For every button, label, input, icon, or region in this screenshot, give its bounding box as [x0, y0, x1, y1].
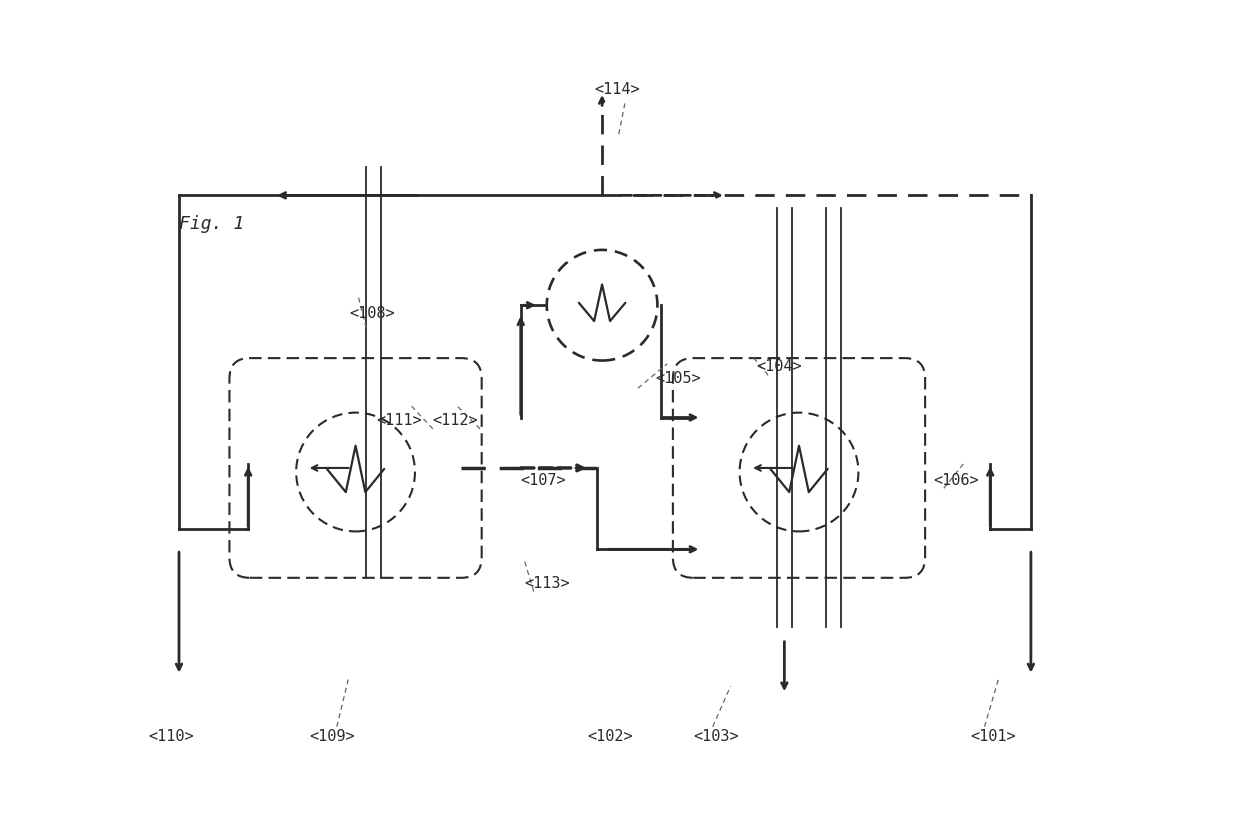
Text: <101>: <101>: [970, 729, 1016, 744]
Text: <106>: <106>: [934, 473, 978, 487]
Text: <111>: <111>: [376, 413, 422, 428]
Text: <102>: <102>: [588, 729, 634, 744]
Text: <105>: <105>: [655, 371, 701, 386]
Text: <113>: <113>: [525, 576, 569, 591]
Text: <114>: <114>: [594, 82, 640, 97]
Text: <107>: <107>: [521, 473, 567, 487]
Text: <109>: <109>: [309, 729, 355, 744]
Text: <110>: <110>: [148, 729, 193, 744]
Text: <103>: <103>: [693, 729, 739, 744]
Text: Fig. 1: Fig. 1: [179, 215, 244, 233]
Text: <112>: <112>: [433, 413, 479, 428]
Text: <104>: <104>: [756, 358, 802, 374]
Text: <108>: <108>: [350, 306, 396, 321]
